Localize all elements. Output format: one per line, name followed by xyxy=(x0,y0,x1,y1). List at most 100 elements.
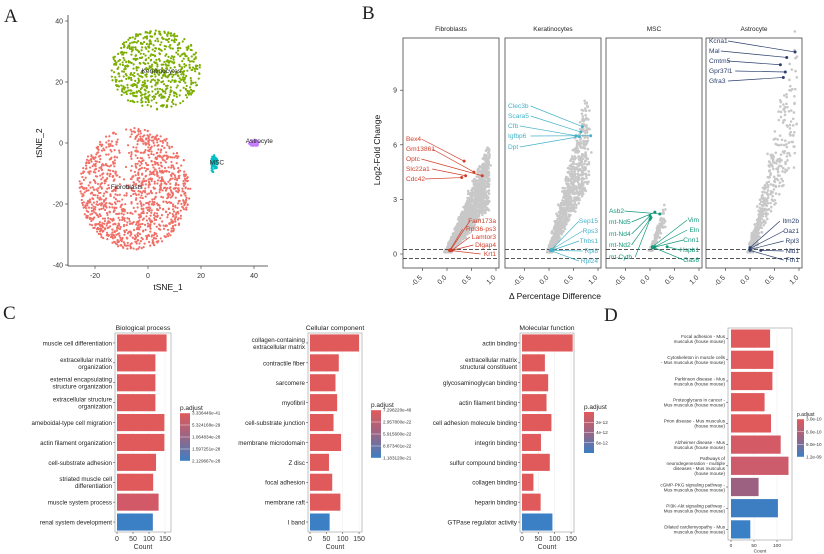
cell-point xyxy=(90,206,93,210)
cell-point xyxy=(173,79,176,82)
gene-point xyxy=(555,234,559,237)
gene-point xyxy=(551,238,554,242)
gene-point xyxy=(482,179,486,183)
cell-point xyxy=(90,219,93,223)
cell-point xyxy=(158,167,161,170)
cell-point xyxy=(134,237,137,240)
gene-point xyxy=(774,142,777,146)
cell-point xyxy=(150,219,153,222)
gene-point xyxy=(582,153,585,156)
cell-point xyxy=(186,203,189,206)
cell-point xyxy=(148,32,151,35)
cell-point xyxy=(122,241,126,244)
cell-point xyxy=(140,49,143,52)
cell-point xyxy=(94,212,97,215)
cell-point xyxy=(101,176,104,179)
y-tick-label: -40 xyxy=(53,263,63,270)
cell-point xyxy=(130,242,133,245)
gene-point xyxy=(551,229,554,233)
cell-point xyxy=(129,73,132,76)
cell-point xyxy=(132,67,135,70)
cell-point xyxy=(92,201,96,204)
gene-point xyxy=(579,145,582,148)
cell-point xyxy=(114,80,118,83)
gene-point xyxy=(476,179,480,182)
cell-point xyxy=(167,234,170,238)
cell-point xyxy=(90,160,93,163)
cell-point xyxy=(147,186,150,189)
cell-point xyxy=(136,178,139,182)
cell-point xyxy=(139,225,142,228)
cell-point xyxy=(136,57,139,60)
cell-point xyxy=(169,91,172,94)
cell-point xyxy=(177,46,180,49)
cell-point xyxy=(184,93,188,97)
cell-point xyxy=(190,81,193,85)
cell-point xyxy=(136,143,139,146)
cell-point xyxy=(185,196,188,200)
cell-point xyxy=(90,224,94,227)
cell-point xyxy=(176,53,180,56)
gene-point xyxy=(780,184,784,188)
cell-point xyxy=(123,208,126,211)
cell-point xyxy=(171,75,174,79)
gene-label: Dlgap4 xyxy=(475,242,496,249)
cell-point xyxy=(114,198,118,201)
cell-point xyxy=(175,86,178,89)
cell-point xyxy=(84,204,87,207)
cell-point xyxy=(130,164,133,168)
cell-point xyxy=(113,222,116,225)
gene-point xyxy=(478,207,482,211)
cell-point xyxy=(185,96,189,99)
cell-point xyxy=(153,197,156,201)
gene-point xyxy=(779,153,783,156)
cell-point xyxy=(145,96,148,99)
cell-point xyxy=(130,157,133,160)
gene-point xyxy=(472,212,475,215)
gene-label: mt-Nd5 xyxy=(609,219,631,226)
cell-point xyxy=(139,135,142,138)
cell-point xyxy=(147,180,151,183)
cell-point xyxy=(127,76,130,79)
cell-point xyxy=(94,194,97,197)
x-tick-label: 1.0 xyxy=(486,274,498,286)
cell-point xyxy=(168,145,171,148)
cell-point xyxy=(183,69,186,73)
cell-point xyxy=(96,189,99,193)
cell-point xyxy=(131,73,134,77)
cell-point xyxy=(193,53,196,56)
cell-point xyxy=(159,149,163,152)
cell-point xyxy=(161,156,164,159)
cell-point xyxy=(85,158,89,161)
cell-point xyxy=(113,55,116,58)
gene-point xyxy=(564,177,568,181)
cell-point xyxy=(151,90,154,93)
cell-point xyxy=(171,212,174,216)
cell-point xyxy=(159,188,163,191)
cell-point xyxy=(141,211,145,214)
gene-point xyxy=(560,190,564,193)
y-tick-label: 3 xyxy=(393,197,397,204)
cell-point xyxy=(128,42,132,45)
cell-point xyxy=(139,200,142,203)
cell-point xyxy=(167,166,170,169)
cell-point xyxy=(158,94,161,97)
gene-point xyxy=(474,195,478,199)
cell-point xyxy=(213,166,216,169)
cell-point xyxy=(148,209,151,213)
cell-point xyxy=(173,218,177,221)
cell-point xyxy=(129,212,132,215)
cell-point xyxy=(163,69,166,73)
cell-point xyxy=(126,211,129,215)
cell-point xyxy=(142,245,145,249)
cell-point xyxy=(160,214,164,217)
cell-point xyxy=(133,37,137,40)
cell-point xyxy=(155,234,159,238)
cell-point xyxy=(107,143,110,146)
cell-point xyxy=(108,202,111,205)
cell-point xyxy=(172,172,175,175)
cell-point xyxy=(182,57,185,60)
gene-point xyxy=(574,156,577,160)
cell-point xyxy=(84,176,87,179)
x-axis-title: tSNE_1 xyxy=(153,282,183,292)
